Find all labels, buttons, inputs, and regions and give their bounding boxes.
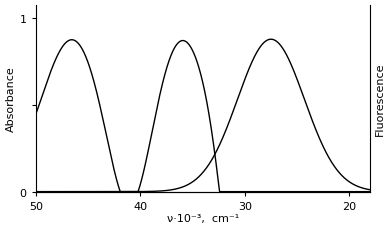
- Y-axis label: Fluorescence: Fluorescence: [374, 62, 385, 135]
- Y-axis label: Absorbance: Absorbance: [5, 66, 16, 131]
- X-axis label: ν·10⁻³,  cm⁻¹: ν·10⁻³, cm⁻¹: [167, 213, 239, 224]
